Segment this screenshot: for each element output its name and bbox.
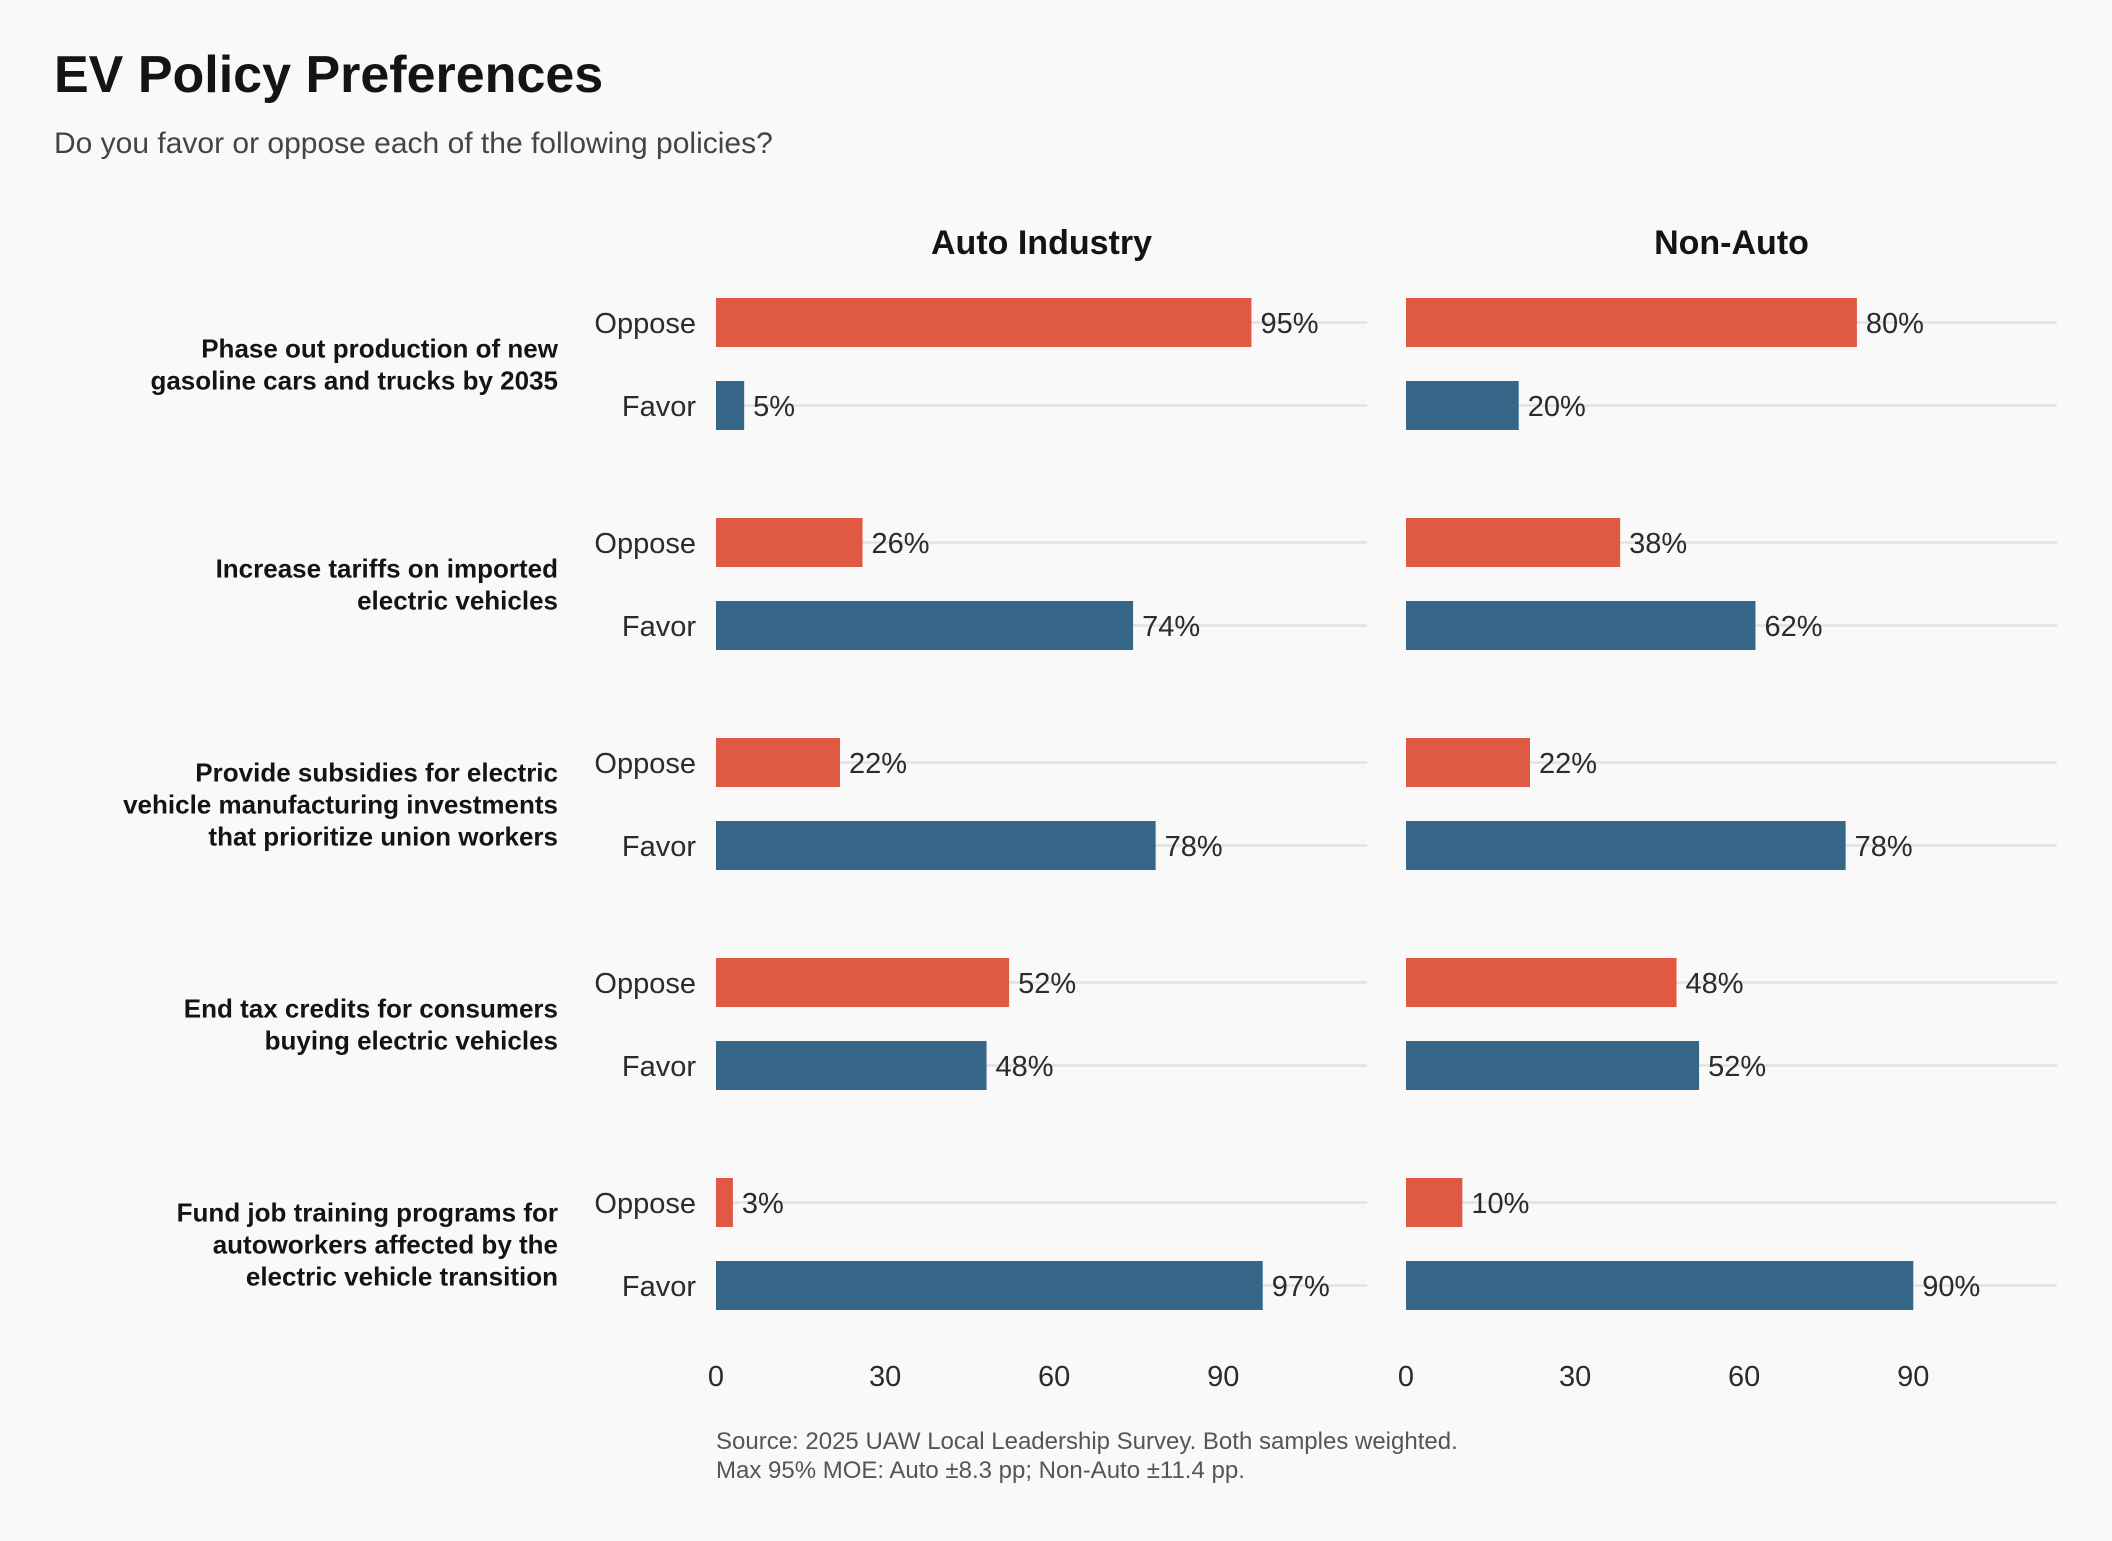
- response-label-favor: Favor: [622, 391, 696, 423]
- x-tick-label: 60: [1038, 1361, 1070, 1393]
- bar-oppose: [716, 738, 840, 787]
- value-label: 95%: [1260, 308, 1318, 340]
- bar-favor: [1406, 381, 1519, 430]
- value-label: 80%: [1866, 308, 1924, 340]
- caption-moe: Max 95% MOE: Auto ±8.3 pp; Non-Auto ±11.…: [716, 1457, 1245, 1484]
- x-tick-label: 30: [1559, 1361, 1591, 1393]
- value-label: 3%: [742, 1188, 784, 1220]
- value-label: 48%: [1686, 968, 1744, 1000]
- category-label: autoworkers affected by the: [213, 1230, 558, 1260]
- x-tick-label: 60: [1728, 1361, 1760, 1393]
- response-label-favor: Favor: [622, 1271, 696, 1303]
- chart-title: EV Policy Preferences: [54, 46, 603, 104]
- category-label: End tax credits for consumers: [184, 994, 558, 1024]
- category-label: Fund job training programs for: [177, 1198, 558, 1228]
- chart-subtitle: Do you favor or oppose each of the follo…: [54, 127, 773, 160]
- value-label: 78%: [1855, 831, 1913, 863]
- category-label: buying electric vehicles: [265, 1026, 558, 1056]
- category-label: that prioritize union workers: [208, 822, 558, 852]
- bar-favor: [1406, 1261, 1914, 1310]
- category-label: electric vehicle transition: [246, 1262, 558, 1292]
- caption-source: Source: 2025 UAW Local Leadership Survey…: [716, 1428, 1458, 1455]
- value-label: 20%: [1528, 391, 1586, 423]
- value-label: 78%: [1165, 831, 1223, 863]
- response-label-oppose: Oppose: [594, 1188, 696, 1220]
- response-label-oppose: Oppose: [594, 528, 696, 560]
- x-tick-label: 0: [708, 1361, 724, 1393]
- value-label: 38%: [1629, 528, 1687, 560]
- value-label: 48%: [996, 1051, 1054, 1083]
- bar-oppose: [1406, 518, 1621, 567]
- value-label: 90%: [1922, 1271, 1980, 1303]
- x-tick-label: 0: [1398, 1361, 1414, 1393]
- category-label: Provide subsidies for electric: [195, 758, 558, 788]
- bar-oppose: [1406, 958, 1677, 1007]
- bar-favor: [716, 381, 745, 430]
- category-label: electric vehicles: [357, 586, 558, 616]
- value-label: 26%: [872, 528, 930, 560]
- bar-oppose: [1406, 1178, 1463, 1227]
- bar-favor: [1406, 1041, 1700, 1090]
- category-label: Increase tariffs on imported: [216, 554, 558, 584]
- response-label-favor: Favor: [622, 1051, 696, 1083]
- response-label-favor: Favor: [622, 611, 696, 643]
- bar-oppose: [716, 1178, 733, 1227]
- bar-favor: [1406, 601, 1756, 650]
- x-tick-label: 30: [869, 1361, 901, 1393]
- bar-favor: [716, 1261, 1263, 1310]
- bar-oppose: [1406, 738, 1530, 787]
- value-label: 22%: [849, 748, 907, 780]
- facet-title: Non-Auto: [1654, 224, 1809, 262]
- response-label-favor: Favor: [622, 831, 696, 863]
- bar-favor: [716, 821, 1156, 870]
- value-label: 52%: [1708, 1051, 1766, 1083]
- value-label: 97%: [1272, 1271, 1330, 1303]
- x-tick-label: 90: [1897, 1361, 1929, 1393]
- bar-oppose: [716, 518, 863, 567]
- bar-oppose: [716, 298, 1252, 347]
- panels: Auto Industry 95% 26% 22% 52% 3% 5% 74% 78% 48% 97…: [708, 224, 2057, 1393]
- category-label-group: Fund job training programs forautoworker…: [177, 1198, 558, 1292]
- response-label-oppose: Oppose: [594, 748, 696, 780]
- response-label-oppose: Oppose: [594, 308, 696, 340]
- bar-oppose: [716, 958, 1010, 1007]
- panel-non-auto: Non-Auto 80% 38% 22% 48% 10% 20% 62% 78% 52% 90% 0 3…: [1398, 224, 2057, 1393]
- value-label: 5%: [753, 391, 795, 423]
- value-label: 74%: [1142, 611, 1200, 643]
- response-label-oppose: Oppose: [594, 968, 696, 1000]
- category-label: gasoline cars and trucks by 2035: [150, 366, 558, 396]
- bar-favor: [716, 601, 1134, 650]
- bar-oppose: [1406, 298, 1857, 347]
- value-label: 52%: [1018, 968, 1076, 1000]
- category-label: Phase out production of new: [201, 334, 559, 364]
- value-label: 10%: [1471, 1188, 1529, 1220]
- facet-title: Auto Industry: [931, 224, 1152, 262]
- x-tick-label: 90: [1207, 1361, 1239, 1393]
- category-label: vehicle manufacturing investments: [123, 790, 558, 820]
- value-label: 22%: [1539, 748, 1597, 780]
- bar-favor: [1406, 821, 1846, 870]
- value-label: 62%: [1764, 611, 1822, 643]
- bar-favor: [716, 1041, 987, 1090]
- panel-auto-industry: Auto Industry 95% 26% 22% 52% 3% 5% 74% 78% 48% 97…: [708, 224, 1367, 1393]
